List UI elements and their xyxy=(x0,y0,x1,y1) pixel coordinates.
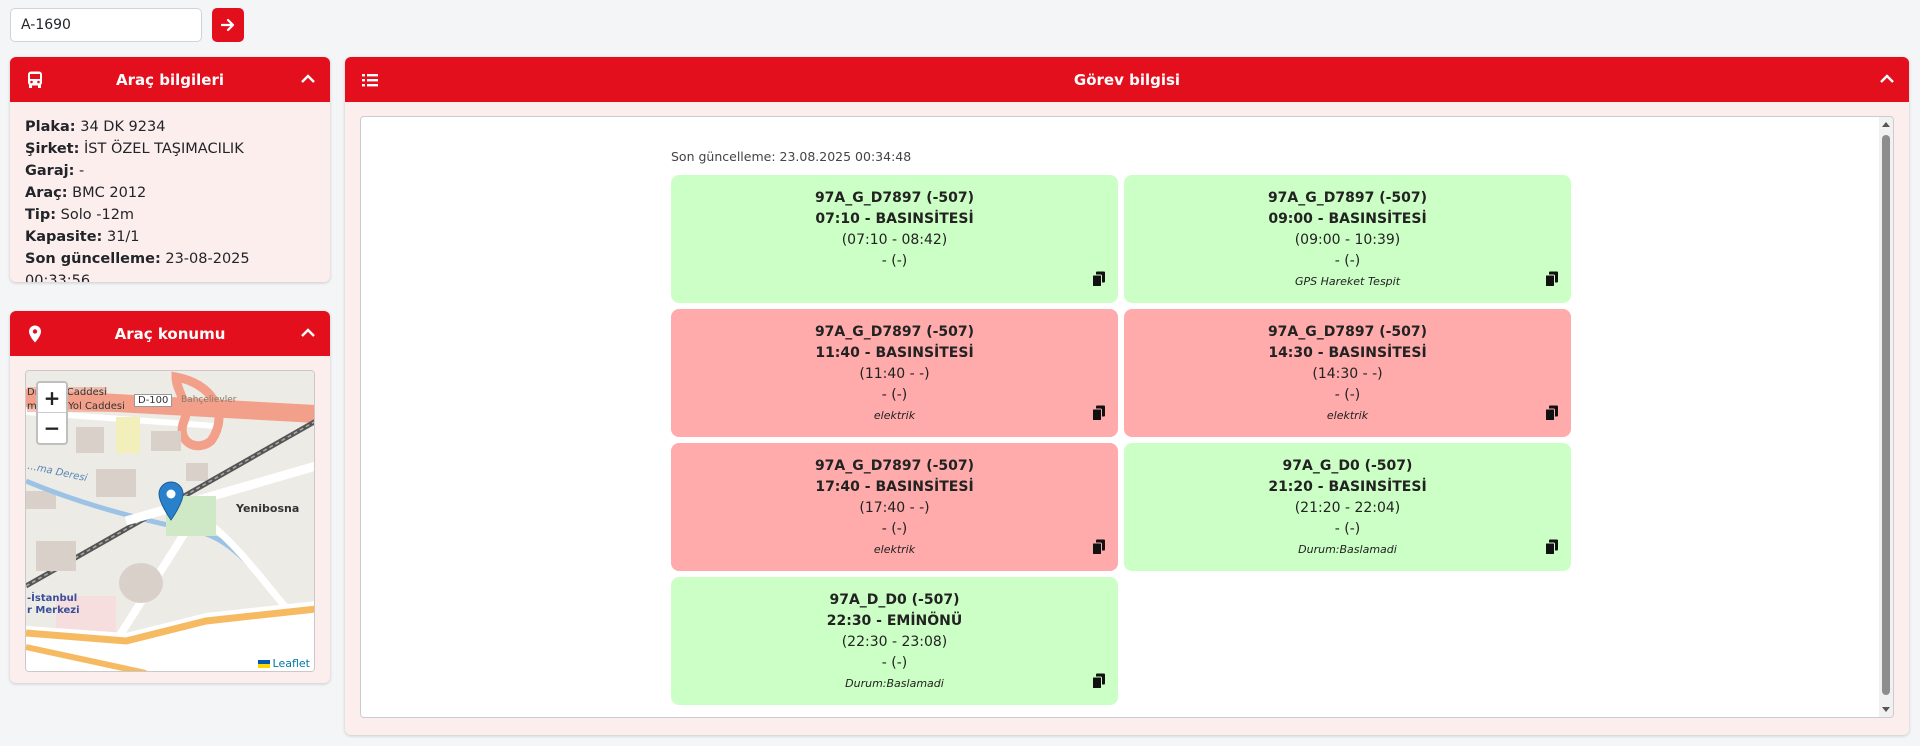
map-label-district: Yenibosna xyxy=(236,502,300,515)
map-label-road: D-100 xyxy=(134,394,173,407)
task-info-header[interactable]: Görev bilgisi xyxy=(345,57,1909,102)
scrollbar-thumb[interactable] xyxy=(1882,135,1890,695)
task-departure: 14:30 - BASINSİTESİ xyxy=(1268,345,1427,361)
copy-icon[interactable] xyxy=(1545,271,1559,287)
copy-icon[interactable] xyxy=(1092,539,1106,555)
task-code: 97A_G_D7897 (-507) xyxy=(814,458,975,474)
task-sub: - (-) xyxy=(1334,387,1361,403)
map-label-poi1: -İstanbul xyxy=(27,593,78,604)
task-sub: - (-) xyxy=(881,521,908,537)
chevron-up-icon[interactable] xyxy=(300,326,316,340)
copy-icon[interactable] xyxy=(1092,405,1106,421)
task-card[interactable]: 97A_G_D7897 (-507) 17:40 - BASINSİTESİ (… xyxy=(671,443,1118,571)
task-info-title: Görev bilgisi xyxy=(1073,70,1181,89)
vehicle-location-title: Araç konumu xyxy=(114,324,226,343)
task-note: elektrik xyxy=(873,543,916,556)
task-time-range: (11:40 - -) xyxy=(859,366,930,382)
task-note: elektrik xyxy=(1326,409,1369,422)
field-last-update: Son güncelleme: 23-08-2025 00:33:56 xyxy=(25,251,250,282)
task-departure: 09:00 - BASINSİTESİ xyxy=(1268,211,1427,227)
ukraine-flag-icon xyxy=(257,659,270,668)
vehicle-info-panel: Araç bilgileri Plaka: 34 DK 9234 Şirket:… xyxy=(10,57,330,282)
map-label-street2: me...en Yol Caddesi xyxy=(27,401,125,412)
task-departure: 21:20 - BASINSİTESİ xyxy=(1268,479,1427,495)
vehicle-info-title: Araç bilgileri xyxy=(116,70,224,89)
task-card[interactable]: 97A_G_D0 (-507) 21:20 - BASINSİTESİ (21:… xyxy=(1124,443,1571,571)
task-code: 97A_D_D0 (-507) xyxy=(829,592,960,608)
task-departure: 11:40 - BASINSİTESİ xyxy=(815,345,974,361)
task-code: 97A_G_D7897 (-507) xyxy=(814,190,975,206)
map-attribution: Leaflet xyxy=(253,656,314,671)
copy-icon[interactable] xyxy=(1092,673,1106,689)
task-code: 97A_G_D7897 (-507) xyxy=(1267,190,1428,206)
scroll-down-arrow-icon[interactable] xyxy=(1882,707,1890,712)
task-sub: - (-) xyxy=(881,387,908,403)
task-list-scrollbar[interactable] xyxy=(1879,117,1893,717)
task-departure: 07:10 - BASINSİTESİ xyxy=(815,211,974,227)
task-cards-grid: 97A_G_D7897 (-507) 07:10 - BASINSİTESİ (… xyxy=(671,175,1571,705)
task-departure: 17:40 - BASINSİTESİ xyxy=(815,479,974,495)
task-sub: - (-) xyxy=(1334,253,1361,269)
vehicle-location-header[interactable]: Araç konumu xyxy=(10,311,330,356)
task-sub: - (-) xyxy=(881,655,908,671)
task-sub: - (-) xyxy=(1334,521,1361,537)
vehicle-location-panel: Araç konumu Dı xyxy=(10,311,330,683)
task-card[interactable]: 97A_G_D7897 (-507) 09:00 - BASINSİTESİ (… xyxy=(1124,175,1571,303)
task-card[interactable]: 97A_G_D7897 (-507) 11:40 - BASINSİTESİ (… xyxy=(671,309,1118,437)
task-time-range: (22:30 - 23:08) xyxy=(841,634,948,650)
vehicle-search-input[interactable] xyxy=(10,8,202,42)
task-code: 97A_G_D7897 (-507) xyxy=(1267,324,1428,340)
list-icon xyxy=(362,74,378,87)
field-vehicle: Araç: BMC 2012 xyxy=(25,185,147,201)
task-time-range: (09:00 - 10:39) xyxy=(1294,232,1401,248)
task-note: GPS Hareket Tespit xyxy=(1294,275,1401,288)
search-go-button[interactable] xyxy=(212,8,244,42)
chevron-up-icon[interactable] xyxy=(300,72,316,86)
arrow-right-icon xyxy=(221,18,235,32)
map-label-area: Bahçelievler xyxy=(181,395,237,405)
map-label-poi2: r Merkezi xyxy=(27,605,80,616)
task-time-range: (14:30 - -) xyxy=(1312,366,1383,382)
task-note: Durum:Baslamadi xyxy=(845,677,944,690)
task-sub: - (-) xyxy=(881,253,908,269)
vehicle-marker-icon[interactable] xyxy=(158,481,184,521)
vehicle-info-list: Plaka: 34 DK 9234 Şirket: İST ÖZEL TAŞIM… xyxy=(10,102,330,282)
task-card[interactable]: 97A_D_D0 (-507) 22:30 - EMİNÖNÜ (22:30 -… xyxy=(671,577,1118,705)
task-code: 97A_G_D0 (-507) xyxy=(1282,458,1413,474)
task-time-range: (17:40 - -) xyxy=(859,500,930,516)
map-zoom-control: + − xyxy=(36,381,68,445)
field-plate: Plaka: 34 DK 9234 xyxy=(25,119,166,135)
leaflet-link[interactable]: Leaflet xyxy=(272,657,310,670)
task-time-range: (21:20 - 22:04) xyxy=(1294,500,1401,516)
field-garage: Garaj: - xyxy=(25,163,85,179)
task-code: 97A_G_D7897 (-507) xyxy=(814,324,975,340)
scroll-up-arrow-icon[interactable] xyxy=(1882,122,1890,127)
vehicle-info-header[interactable]: Araç bilgileri xyxy=(10,57,330,102)
zoom-in-button[interactable]: + xyxy=(38,383,66,413)
map-tiles xyxy=(26,371,314,671)
task-info-panel: Görev bilgisi Son güncelleme: 23.08.2025… xyxy=(345,57,1909,735)
map-marker-icon xyxy=(29,325,41,343)
task-time-range: (07:10 - 08:42) xyxy=(841,232,948,248)
copy-icon[interactable] xyxy=(1545,539,1559,555)
field-company: Şirket: İST ÖZEL TAŞIMACILIK xyxy=(25,141,244,157)
task-list-container[interactable]: Son güncelleme: 23.08.2025 00:34:48 97A_… xyxy=(360,116,1894,718)
location-map[interactable]: Dı...nar Caddesi me...en Yol Caddesi D-1… xyxy=(25,370,315,672)
task-last-update: Son güncelleme: 23.08.2025 00:34:48 xyxy=(671,149,912,164)
copy-icon[interactable] xyxy=(1545,405,1559,421)
chevron-up-icon[interactable] xyxy=(1879,72,1895,86)
copy-icon[interactable] xyxy=(1092,271,1106,287)
task-card[interactable]: 97A_G_D7897 (-507) 07:10 - BASINSİTESİ (… xyxy=(671,175,1118,303)
task-departure: 22:30 - EMİNÖNÜ xyxy=(826,613,963,629)
field-capacity: Kapasite: 31/1 xyxy=(25,229,140,245)
zoom-out-button[interactable]: − xyxy=(43,416,61,440)
field-type: Tip: Solo -12m xyxy=(25,207,135,223)
bus-icon xyxy=(28,71,42,88)
task-note: elektrik xyxy=(873,409,916,422)
task-card[interactable]: 97A_G_D7897 (-507) 14:30 - BASINSİTESİ (… xyxy=(1124,309,1571,437)
task-note: Durum:Baslamadi xyxy=(1298,543,1397,556)
